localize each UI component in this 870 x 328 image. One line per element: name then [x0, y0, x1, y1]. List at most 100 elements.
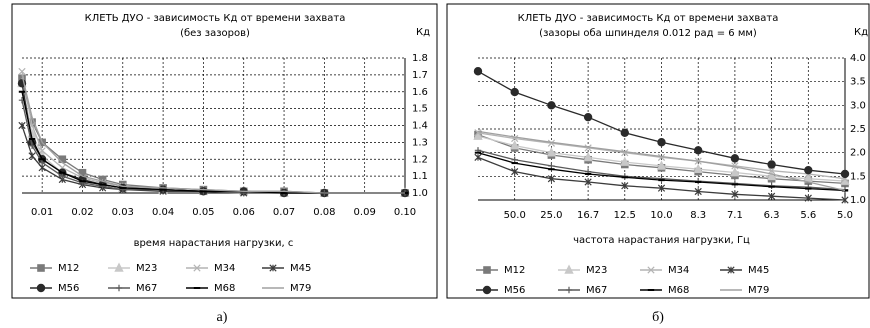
marker [731, 162, 739, 170]
marker [474, 153, 482, 162]
marker [657, 138, 666, 147]
legend-label: M67 [586, 285, 607, 296]
caption: а) [217, 310, 228, 325]
marker [565, 286, 573, 294]
chart-subtitle: (зазоры оба шпинделя 0.012 рад = 6 мм) [539, 28, 757, 39]
x-tick-label: 0.10 [394, 207, 416, 218]
marker [841, 196, 849, 204]
marker [656, 160, 667, 170]
marker [840, 169, 850, 179]
marker [804, 194, 812, 202]
y-tick-label: 1.8 [412, 53, 428, 64]
legend-label: M68 [214, 283, 235, 294]
y-tick-label: 1.2 [412, 154, 428, 165]
marker [38, 147, 46, 155]
series-line [477, 130, 846, 192]
y-tick-label: 1.4 [412, 121, 428, 132]
x-tick-label: 8.3 [690, 210, 706, 221]
legend-label: M12 [504, 265, 525, 276]
marker [657, 153, 666, 162]
y-tick-label: 1.5 [850, 171, 866, 182]
chart-subtitle: (без зазоров) [180, 28, 250, 39]
marker [766, 170, 777, 181]
x-tick-label: 7.1 [727, 210, 743, 221]
x-tick-label: 0.04 [152, 207, 174, 218]
marker [547, 101, 556, 110]
legend-label: M45 [290, 263, 311, 274]
legend-label: M56 [58, 283, 79, 294]
x-tick-label: 0.06 [233, 207, 255, 218]
marker [584, 144, 592, 152]
y-tick-label: 1.3 [412, 137, 428, 148]
marker [511, 156, 518, 163]
x-tick-label: 5.0 [837, 210, 853, 221]
marker [18, 121, 26, 130]
marker [482, 285, 492, 295]
marker [694, 146, 703, 155]
marker [767, 192, 776, 200]
marker [511, 167, 519, 176]
marker [731, 190, 739, 198]
x-tick-label: 0.05 [192, 207, 214, 218]
legend-label: M79 [290, 283, 311, 294]
marker [474, 129, 482, 137]
legend-label: M34 [668, 265, 689, 276]
series-line [21, 74, 405, 194]
marker [730, 154, 740, 163]
marker [547, 139, 556, 147]
x-tick-label: 0.02 [71, 207, 93, 218]
x-tick-label: 0.08 [313, 207, 335, 218]
legend-label: M23 [136, 263, 157, 274]
marker [583, 112, 593, 122]
marker [647, 266, 655, 274]
y-tick-label: 1.5 [412, 104, 428, 115]
marker [18, 67, 26, 76]
chart-title: КЛЕТЬ ДУО - зависимость Кд от времени за… [85, 13, 346, 24]
x-tick-label: 50.0 [504, 210, 526, 221]
marker [193, 264, 201, 272]
y-tick-label: 1.6 [412, 87, 428, 98]
legend-label: M68 [668, 285, 689, 296]
marker [767, 160, 776, 169]
chart-frame [11, 3, 438, 299]
marker [621, 149, 629, 157]
marker [694, 187, 702, 196]
legend-label: M67 [136, 283, 157, 294]
marker [510, 140, 520, 150]
legend-label: M56 [504, 285, 525, 296]
y-tick-label: 3.5 [850, 77, 866, 88]
marker [28, 152, 36, 160]
marker [510, 87, 519, 97]
marker [583, 151, 593, 162]
x-tick-label: 12.5 [614, 210, 636, 221]
marker [114, 262, 124, 272]
chart-frame [446, 3, 870, 299]
x-tick-label: 0.03 [112, 207, 134, 218]
marker [547, 175, 556, 183]
marker [584, 178, 592, 186]
y-tick-label: 2.5 [850, 124, 866, 135]
marker [546, 147, 557, 157]
y-tick-label: 3.0 [850, 100, 866, 111]
marker [473, 130, 483, 140]
x-tick-label: 0.01 [31, 207, 53, 218]
marker [58, 155, 67, 164]
marker [804, 165, 813, 175]
legend-label: M79 [748, 285, 769, 296]
marker [115, 284, 123, 292]
marker [37, 264, 45, 272]
marker [483, 266, 491, 274]
chart-title: КЛЕТЬ ДУО - зависимость Кд от времени за… [518, 13, 779, 24]
y-tick-label: 1.0 [850, 195, 866, 206]
marker [548, 162, 555, 170]
x-axis-label: время нарастания нагрузки, с [134, 238, 294, 249]
marker [36, 283, 46, 293]
caption: б) [652, 310, 664, 325]
x-tick-label: 5.6 [800, 210, 816, 221]
marker [564, 264, 574, 274]
marker [473, 67, 483, 76]
marker [620, 156, 630, 166]
marker [730, 167, 740, 177]
x-tick-label: 16.7 [577, 210, 599, 221]
